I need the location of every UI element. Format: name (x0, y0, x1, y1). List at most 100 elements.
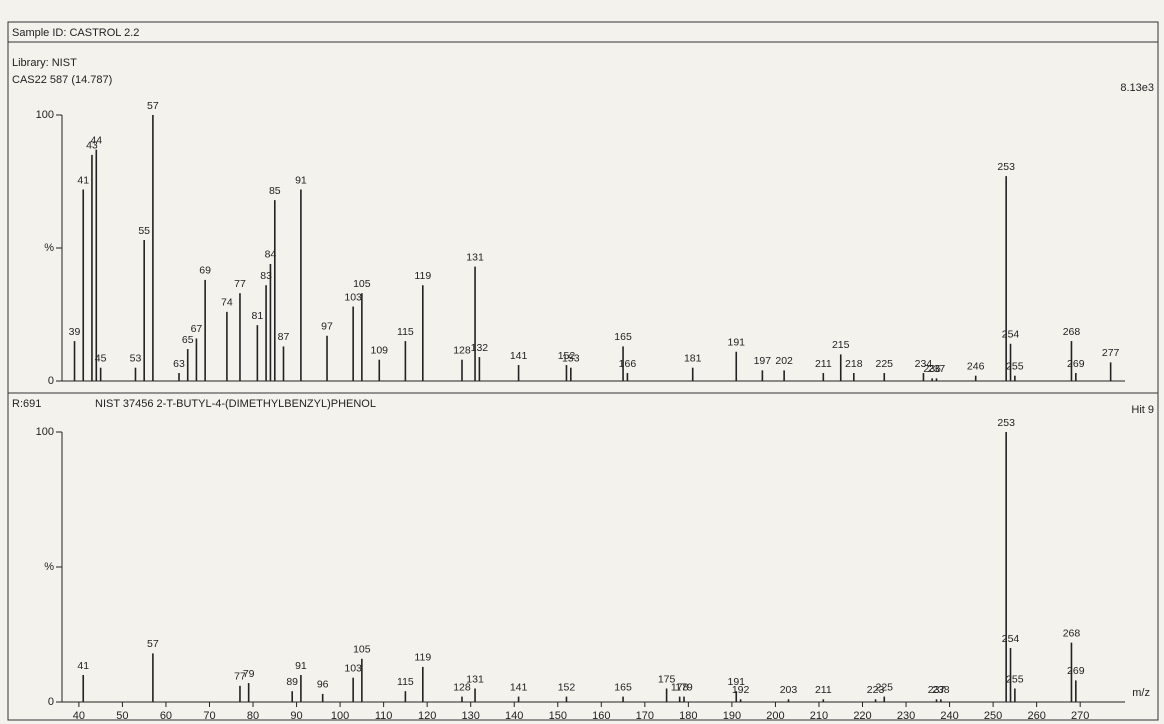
x-tick-label: 210 (810, 710, 828, 722)
peak-label: 152 (558, 681, 576, 693)
peak-label: 77 (234, 278, 246, 290)
peak-label: 215 (832, 339, 850, 351)
x-tick-label: 130 (462, 710, 480, 722)
x-tick-label: 110 (375, 710, 393, 722)
peak-label: 131 (466, 251, 484, 263)
peak-label: 165 (614, 331, 632, 343)
peak-label: 41 (77, 174, 89, 186)
peak-label: 238 (932, 684, 950, 696)
y-tick-label: 0 (48, 696, 54, 708)
frame (7, 21, 1159, 721)
peak-label: 105 (353, 644, 371, 656)
peak-label: 87 (278, 331, 290, 343)
peak-label: 179 (675, 681, 693, 693)
peak-label: 223 (867, 684, 885, 696)
peak-label: 91 (295, 660, 307, 672)
peak-label: 39 (69, 326, 81, 338)
y-tick-label: 100 (36, 426, 54, 438)
peak-label: 237 (928, 684, 946, 696)
peak-label: 115 (397, 326, 414, 338)
peak-label: 69 (199, 265, 211, 277)
x-tick-label: 120 (418, 710, 436, 722)
peak-label: 253 (997, 161, 1015, 173)
peak-label: 218 (845, 358, 863, 370)
peak-label: 44 (90, 134, 102, 146)
peak-label: 191 (727, 337, 745, 349)
x-tick-label: 230 (897, 710, 915, 722)
peak-label: 119 (414, 270, 431, 282)
peak-label: 128 (453, 345, 471, 357)
peak-label: 197 (754, 355, 772, 367)
peak-label: 57 (147, 638, 159, 650)
x-tick-label: 100 (331, 710, 349, 722)
x-tick-label: 160 (592, 710, 610, 722)
x-tick-label: 80 (247, 710, 259, 722)
peak-label: 255 (1006, 673, 1024, 685)
y-tick-label: 100 (36, 109, 54, 121)
compound-name: NIST 37456 2-T-BUTYL-4-(DIMETHYLBENZYL)P… (95, 398, 376, 410)
peak-label: 41 (77, 660, 89, 672)
peak-label: 55 (138, 225, 150, 237)
peak-label: 268 (1063, 326, 1081, 338)
peak-label: 203 (780, 684, 798, 696)
x-axis-label: m/z (1132, 687, 1150, 699)
peak-label: 97 (321, 321, 333, 333)
peak-label: 269 (1067, 358, 1085, 370)
peak-label: 105 (353, 278, 371, 290)
scan: CAS22 587 (14.787) (12, 74, 112, 86)
peak-label: 254 (1002, 633, 1020, 645)
peak-label: 89 (286, 676, 298, 688)
x-tick-label: 170 (636, 710, 654, 722)
peak-label: 43 (86, 140, 98, 152)
r-value: R:691 (12, 398, 41, 410)
peak-label: 192 (732, 684, 750, 696)
peak-label: 103 (344, 662, 362, 674)
x-tick-label: 40 (73, 710, 85, 722)
peak-label: 45 (95, 352, 107, 364)
peak-label: 211 (815, 684, 832, 696)
peak-label: 96 (317, 679, 329, 691)
x-tick-label: 240 (940, 710, 958, 722)
peak-label: 79 (243, 668, 255, 680)
peak-label: 166 (619, 358, 637, 370)
y-tick-label: % (44, 242, 54, 254)
peak-label: 63 (173, 358, 185, 370)
y-tick-label: 0 (48, 375, 54, 387)
peak-label: 131 (466, 673, 484, 685)
x-tick-label: 150 (549, 710, 567, 722)
x-tick-label: 260 (1027, 710, 1045, 722)
peak-label: 83 (260, 270, 272, 282)
peak-label: 91 (295, 174, 307, 186)
peak-label: 65 (182, 334, 194, 346)
peak-label: 237 (928, 363, 946, 375)
x-tick-label: 200 (766, 710, 784, 722)
x-tick-label: 140 (505, 710, 523, 722)
peak-label: 81 (252, 310, 264, 322)
peak-label: 225 (876, 681, 894, 693)
peak-label: 132 (471, 342, 489, 354)
peak-label: 225 (876, 358, 894, 370)
x-tick-label: 50 (116, 710, 128, 722)
peak-label: 128 (453, 681, 471, 693)
peak-label: 141 (510, 681, 528, 693)
x-tick-label: 70 (203, 710, 215, 722)
hit: Hit 9 (1131, 404, 1154, 416)
y-tick-label: % (44, 561, 54, 573)
peak-label: 85 (269, 185, 281, 197)
x-tick-label: 250 (984, 710, 1002, 722)
peak-label: 57 (147, 100, 159, 112)
peak-label: 254 (1002, 329, 1020, 341)
library: Library: NIST (12, 57, 77, 69)
intensity: 8.13e3 (1120, 82, 1154, 94)
peak-label: 181 (684, 352, 702, 364)
peak-label: 202 (775, 355, 793, 367)
peak-label: 109 (371, 345, 389, 357)
peak-label: 77 (234, 671, 246, 683)
peak-label: 255 (1006, 360, 1024, 372)
peak-label: 211 (815, 358, 832, 370)
peak-label: 277 (1102, 347, 1120, 359)
x-tick-label: 60 (160, 710, 172, 722)
peak-label: 115 (397, 676, 414, 688)
peak-label: 119 (414, 652, 431, 664)
